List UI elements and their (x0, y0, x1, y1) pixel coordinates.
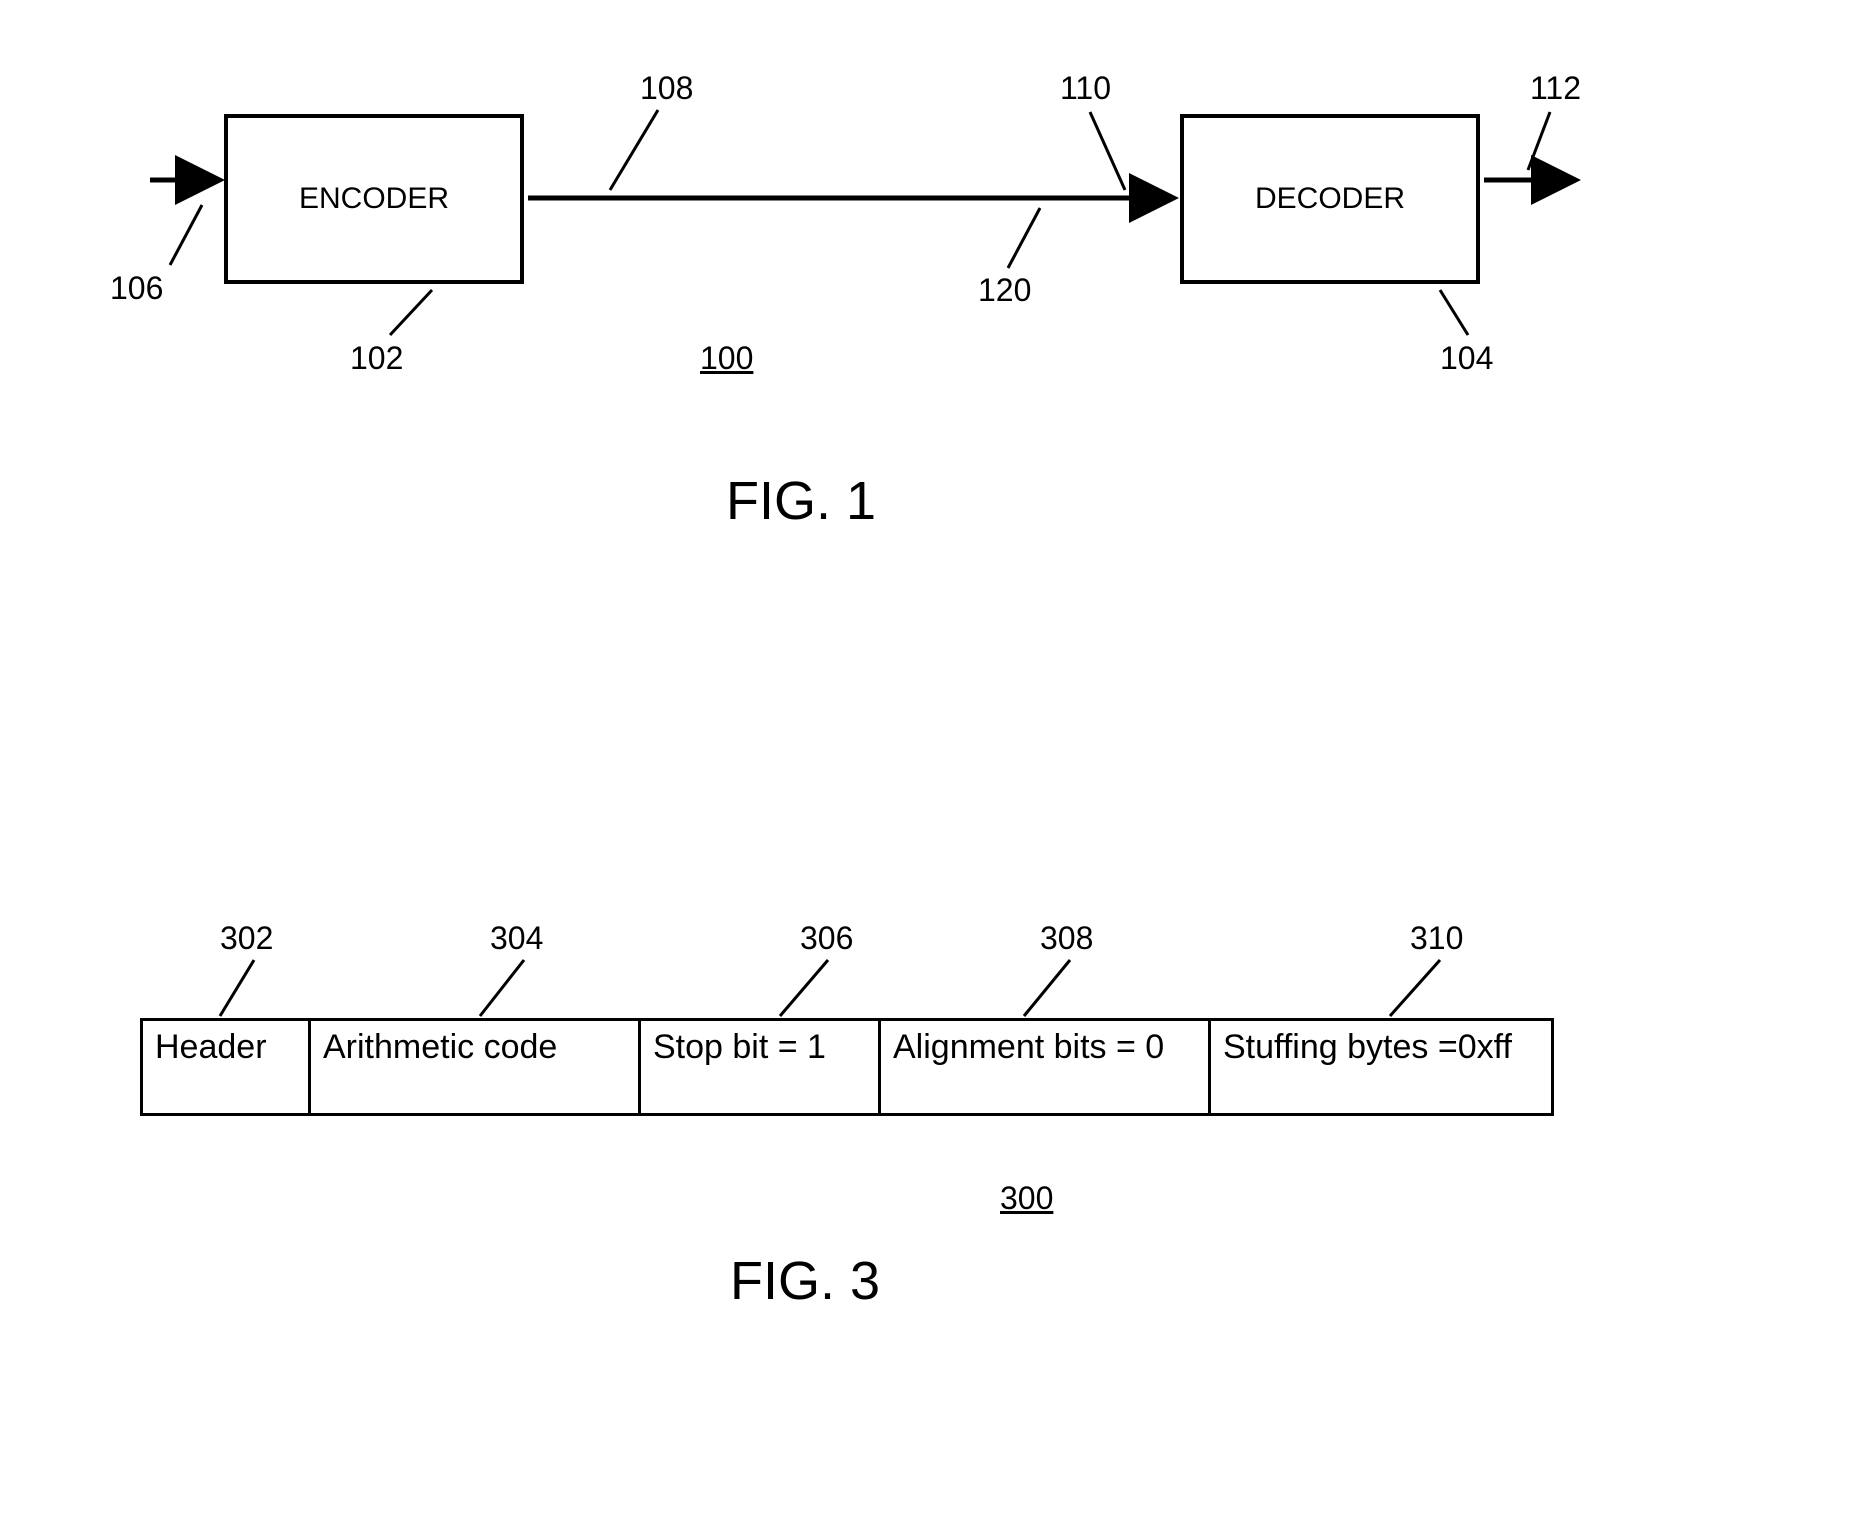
fig3-leaders (40, 40, 1826, 1500)
ref-300: 300 (1000, 1180, 1053, 1217)
cell-header: Header (143, 1021, 311, 1113)
cell-arithcode: Arithmetic code (311, 1021, 641, 1113)
ref-310: 310 (1410, 920, 1463, 957)
fig3-caption: FIG. 3 (730, 1250, 880, 1312)
ref-308: 308 (1040, 920, 1093, 957)
bitstream-table: Header Arithmetic code Stop bit = 1 Alig… (140, 1018, 1554, 1116)
diagram-canvas: ENCODER DECODER 106 102 108 120 110 112 … (40, 40, 1826, 1500)
ref-302: 302 (220, 920, 273, 957)
ref-306: 306 (800, 920, 853, 957)
cell-alignbits: Alignment bits = 0 (881, 1021, 1211, 1113)
cell-stuffbytes: Stuffing bytes =0xff (1211, 1021, 1551, 1113)
cell-stopbit: Stop bit = 1 (641, 1021, 881, 1113)
ref-304: 304 (490, 920, 543, 957)
